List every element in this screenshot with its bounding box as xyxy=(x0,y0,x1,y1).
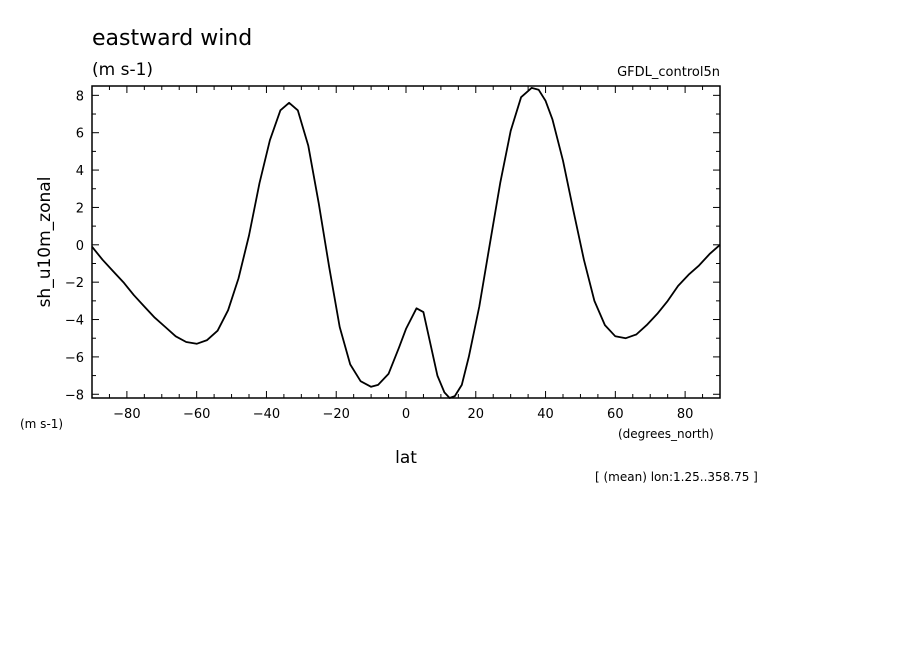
chart-title: eastward wind xyxy=(92,26,252,51)
footnote: [ (mean) lon:1.25..358.75 ] xyxy=(595,470,758,484)
x-tick-label: 40 xyxy=(537,407,554,422)
y-tick-label: −6 xyxy=(65,351,84,366)
y-tick-label: −2 xyxy=(65,276,84,291)
x-tick-label: 80 xyxy=(677,407,694,422)
chart-subtitle: (m s-1) xyxy=(92,60,153,80)
y-tick-label: 6 xyxy=(76,127,84,142)
y-axis: −8 −6 −4 −2 0 2 4 6 8 xyxy=(65,89,720,403)
y-tick-label: 4 xyxy=(76,164,84,179)
x-axis: −80 −60 −40 −20 0 20 40 60 80 xyxy=(91,86,721,422)
x-axis-label: lat xyxy=(395,448,417,468)
y-axis-label: sh_u10m_zonal xyxy=(35,177,55,308)
y-tick-label: −8 xyxy=(65,388,84,403)
y-axis-units: (m s-1) xyxy=(20,417,63,431)
x-tick-label: 60 xyxy=(607,407,624,422)
x-tick-label: −80 xyxy=(113,407,140,422)
x-axis-units: (degrees_north) xyxy=(618,427,714,441)
y-tick-label: 8 xyxy=(76,89,84,104)
y-tick-label: 2 xyxy=(76,201,84,216)
x-tick-label: −60 xyxy=(183,407,210,422)
x-tick-label: −20 xyxy=(323,407,350,422)
y-tick-label: 0 xyxy=(76,239,84,254)
dataset-label: GFDL_control5n xyxy=(617,65,720,80)
plot-frame xyxy=(91,85,721,399)
x-tick-label: 0 xyxy=(402,407,410,422)
y-tick-label: −4 xyxy=(65,314,84,329)
x-tick-label: 20 xyxy=(468,407,485,422)
series-line xyxy=(91,87,721,399)
x-tick-label: −40 xyxy=(253,407,280,422)
